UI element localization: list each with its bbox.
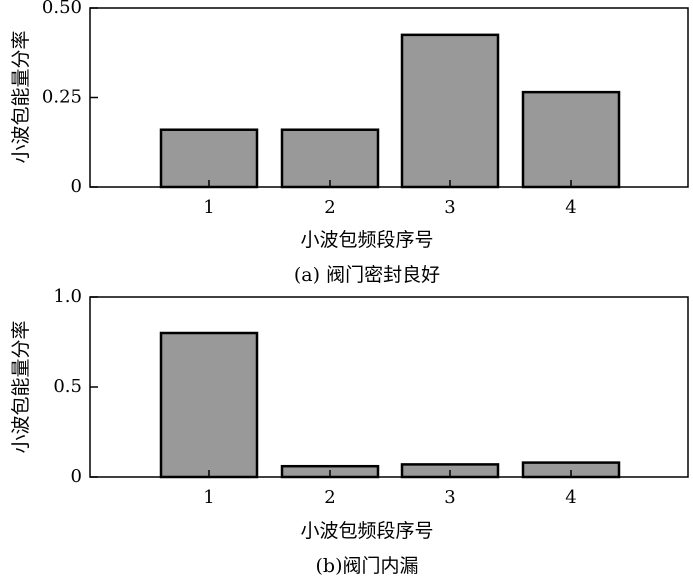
bar-4 <box>521 90 621 189</box>
bar-2 <box>280 128 380 189</box>
bar-1 <box>159 331 259 479</box>
bar-1 <box>159 128 259 189</box>
x-tick-label: 4 <box>565 197 576 218</box>
x-axis-label: 小波包频段序号 <box>300 229 433 251</box>
y-axis-ticks: 0 0.25 0.50 <box>42 0 98 197</box>
x-tick-label: 3 <box>444 487 455 508</box>
y-tick-label: 1.0 <box>53 286 82 307</box>
x-tick-label: 3 <box>444 197 455 218</box>
y-axis-label: 小波包能量分率 <box>10 320 32 453</box>
x-tick-label: 1 <box>203 197 214 218</box>
chart-caption: (b)阀门内漏 <box>316 555 419 577</box>
x-tick-label: 1 <box>203 487 214 508</box>
y-tick-label: 0 <box>71 466 82 487</box>
x-tick-label: 2 <box>324 197 335 218</box>
chart-caption: (a) 阀门密封良好 <box>294 264 440 286</box>
x-axis-ticks: 1 2 3 4 <box>203 180 577 218</box>
y-tick-label: 0 <box>71 176 82 197</box>
bar-group <box>159 331 621 479</box>
x-axis-ticks: 1 2 3 4 <box>203 470 577 508</box>
bar-3 <box>400 33 500 189</box>
x-axis-label: 小波包频段序号 <box>300 520 433 542</box>
y-axis-ticks: 0 0.5 1.0 <box>53 286 98 487</box>
y-axis-label: 小波包能量分率 <box>10 30 32 163</box>
y-tick-label: 0.25 <box>42 87 82 108</box>
chart-panel-a: 0 0.25 0.50 1 2 3 4 小波包能量分率 小波包频段序号 (a) 阀门密封良… <box>10 0 689 286</box>
x-tick-label: 2 <box>324 487 335 508</box>
y-tick-label: 0.50 <box>42 0 82 18</box>
x-tick-label: 4 <box>565 487 576 508</box>
y-tick-label: 0.5 <box>53 376 82 397</box>
bar-group <box>159 33 621 189</box>
chart-panel-b: 0 0.5 1.0 1 2 3 4 小波包能量分率 小波包频段序号 (b)阀门内漏 <box>10 286 689 577</box>
